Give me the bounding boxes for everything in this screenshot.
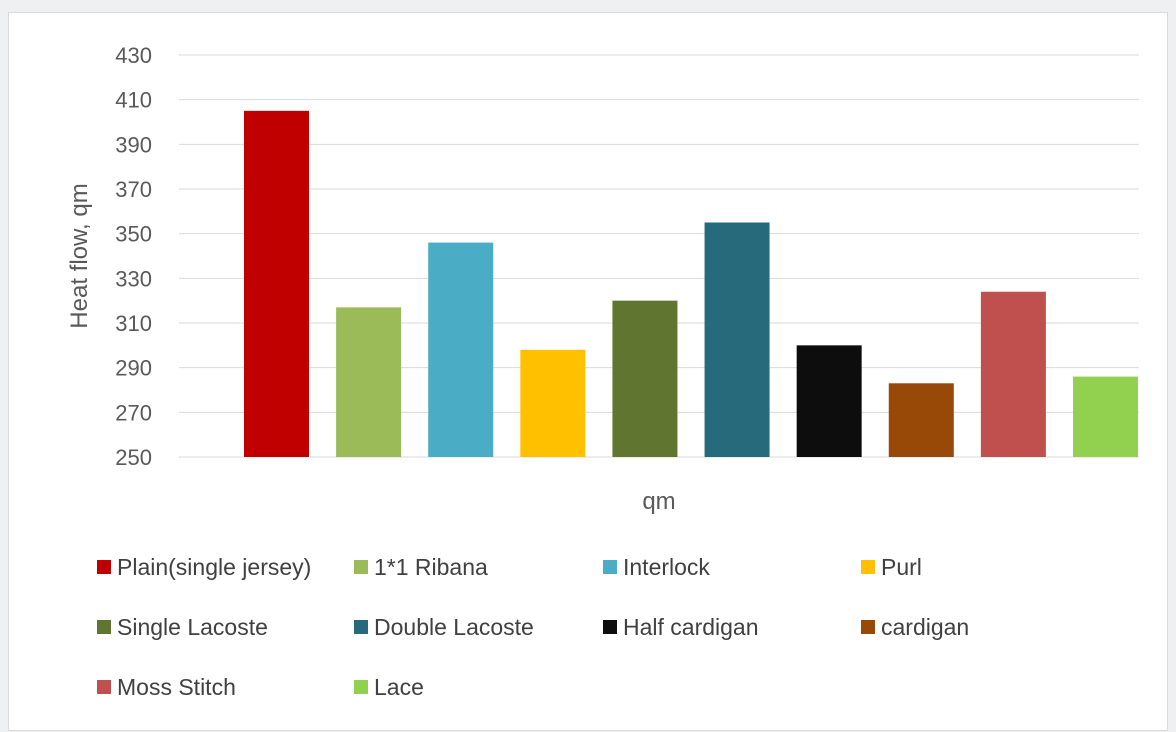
bar-chart: 250 270 290 310 330 350 370 390 410 430 Heat flow… [66,43,1139,700]
legend-swatch [354,620,368,634]
y-tick-label: 310 [115,311,152,336]
y-tick-label: 330 [115,266,152,291]
bar [244,110,309,457]
bar [704,222,770,457]
bars [244,110,1138,457]
bar [428,242,494,457]
bar [980,291,1046,457]
legend-swatch [354,680,368,694]
y-tick-label: 370 [115,177,152,202]
legend-swatch [97,680,111,694]
legend-swatch [603,560,617,574]
bar [888,383,954,457]
chart-card: 250 270 290 310 330 350 370 390 410 430 Heat flow… [8,12,1168,731]
y-tick-label: 350 [115,222,152,247]
y-axis-ticks: 250 270 290 310 330 350 370 390 410 430 [115,43,152,470]
y-tick-label: 410 [115,88,152,113]
bar [612,300,678,457]
y-tick-label: 430 [115,43,152,68]
legend-label: Lace [374,674,424,700]
legend-swatch [861,560,875,574]
bar [796,345,862,457]
bar [520,349,586,457]
legend: Plain(single jersey) 1*1 Ribana Interlock P… [97,554,969,700]
legend-label: Plain(single jersey) [117,554,311,580]
legend-swatch [603,620,617,634]
y-axis-title: Heat flow, qm [66,183,93,328]
bar [1073,376,1138,457]
legend-swatch [97,560,111,574]
y-tick-label: 250 [115,445,152,470]
y-tick-label: 270 [115,400,152,425]
y-tick-label: 290 [115,356,152,381]
legend-label: 1*1 Ribana [374,554,488,580]
legend-label: Moss Stitch [117,674,236,700]
legend-label: cardigan [881,614,969,640]
legend-swatch [354,560,368,574]
legend-swatch [97,620,111,634]
bar [336,307,402,457]
legend-label: Single Lacoste [117,614,268,640]
x-axis-title: qm [642,488,675,515]
y-tick-label: 390 [115,132,152,157]
legend-swatch [861,620,875,634]
legend-label: Interlock [623,554,710,580]
legend-label: Half cardigan [623,614,759,640]
legend-label: Double Lacoste [374,614,534,640]
legend-label: Purl [881,554,922,580]
